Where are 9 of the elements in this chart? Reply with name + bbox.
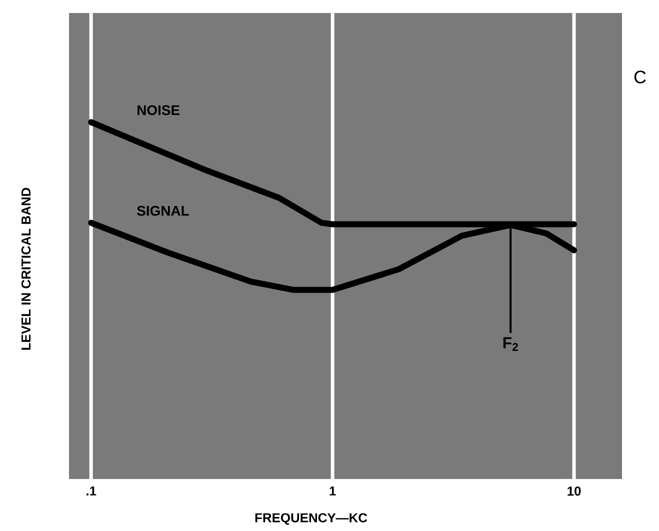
series-label: SIGNAL — [137, 206, 189, 216]
x-tick-label: .1 — [86, 486, 96, 496]
series-label: NOISE — [138, 105, 180, 116]
x-tick-label: 10 — [568, 486, 581, 496]
text: C — [634, 70, 646, 84]
annotation: F$_{2}$ — [503, 337, 518, 351]
y-axis-title: LEVEL IN CRITICAL BAND — [21, 188, 31, 350]
x-axis-title: FREQUENCY—KC — [255, 513, 368, 525]
x-tick-label: 1 — [330, 486, 336, 496]
